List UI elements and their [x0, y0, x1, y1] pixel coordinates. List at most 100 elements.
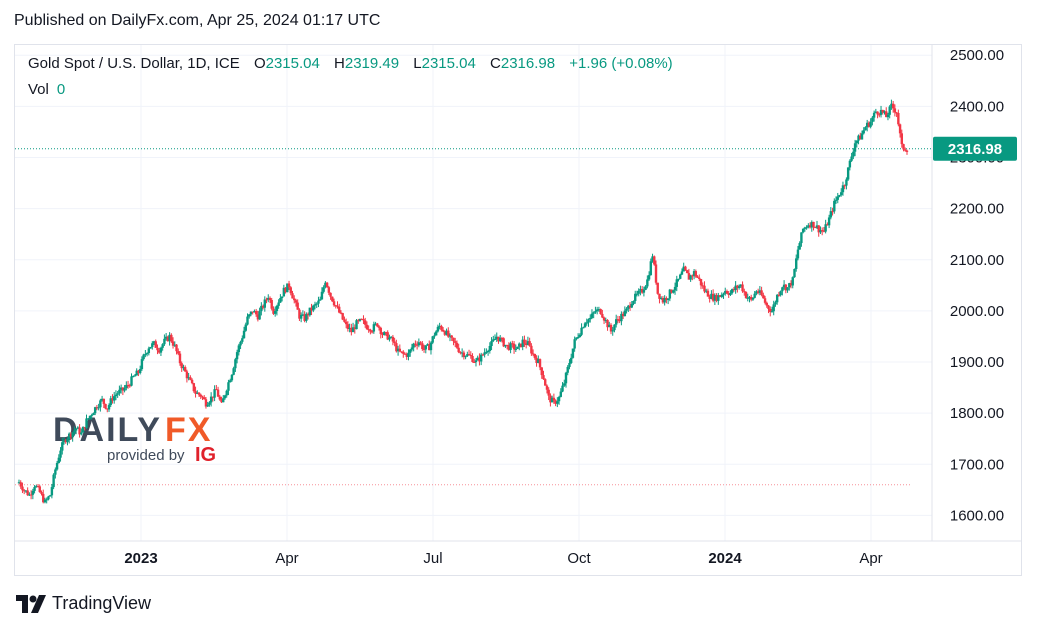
candle-body	[412, 343, 415, 348]
candle-body	[812, 221, 815, 228]
candle-body	[597, 309, 601, 311]
candle-body	[109, 398, 112, 406]
candle-body	[433, 335, 436, 337]
candle-body	[50, 487, 54, 496]
candle-body	[440, 325, 443, 330]
tradingview-logo-icon	[16, 594, 46, 613]
candle-body	[83, 426, 86, 429]
candle-body	[718, 295, 722, 297]
candlestick-series	[17, 99, 909, 504]
candle-body	[175, 344, 178, 352]
candle-body	[353, 327, 357, 330]
tradingview-logo[interactable]: TradingView	[16, 593, 151, 614]
candle-body	[516, 346, 519, 349]
candle-body	[204, 399, 208, 407]
candle-body	[637, 290, 640, 294]
candle-body	[62, 440, 66, 443]
candle-body	[279, 298, 282, 303]
candle-body	[753, 293, 756, 298]
candle-body	[185, 371, 189, 379]
candle-body	[42, 493, 45, 503]
candle-body	[781, 287, 784, 292]
candle-body	[589, 317, 592, 320]
candle-body	[625, 308, 628, 311]
candle-body	[410, 347, 414, 350]
candle-body	[796, 249, 800, 259]
candle-body	[313, 304, 317, 306]
candle-body	[483, 352, 486, 355]
volume-legend[interactable]: Vol 0	[28, 81, 65, 98]
candle-body	[40, 492, 43, 494]
candle-body	[365, 324, 369, 330]
candle-body	[422, 349, 426, 351]
candle-body	[467, 354, 471, 356]
candle-body	[734, 285, 737, 291]
candle-body	[137, 370, 140, 374]
candle-body	[55, 462, 59, 470]
candle-body	[38, 486, 41, 493]
candle-body	[61, 442, 64, 451]
candle-body	[881, 109, 884, 113]
candle-body	[750, 296, 753, 300]
candle-body	[822, 230, 826, 232]
candle-body	[661, 297, 665, 303]
candle-body	[152, 341, 156, 344]
candle-body	[653, 256, 656, 265]
candle-body	[180, 363, 183, 369]
candle-body	[585, 322, 588, 324]
candle-body	[85, 418, 88, 429]
candle-body	[500, 337, 504, 339]
candle-body	[528, 341, 531, 346]
time-axis[interactable]: 2023 Apr Jul Oct 2024 Apr	[124, 550, 882, 567]
candle-body	[867, 122, 871, 127]
candle-body	[289, 287, 292, 294]
candle-body	[66, 439, 69, 443]
candle-body	[782, 284, 786, 288]
candle-body	[102, 398, 106, 404]
candle-body	[523, 339, 526, 344]
candle-body	[559, 391, 563, 397]
candle-body	[720, 294, 723, 297]
price-axis[interactable]: 1600.00 1700.00 1800.00 1900.00 2000.00 2100.…	[950, 47, 1004, 524]
candle-body	[462, 352, 466, 358]
candle-body	[824, 224, 827, 232]
candle-body	[521, 339, 524, 347]
candle-body	[189, 377, 192, 380]
candle-body	[512, 343, 516, 350]
candle-body	[499, 337, 502, 342]
ohlc-legend[interactable]: Gold Spot / U.S. Dollar, 1D, ICE O2315.0…	[28, 55, 673, 72]
candle-body	[178, 353, 182, 364]
candle-body	[248, 314, 251, 317]
candle-body	[168, 334, 171, 342]
candle-body	[627, 305, 630, 309]
candle-body	[379, 327, 382, 335]
candle-body	[403, 353, 407, 355]
candle-body	[594, 311, 597, 313]
candle-body	[840, 192, 843, 195]
candle-body	[322, 287, 325, 292]
candle-body	[216, 389, 220, 397]
candle-body	[28, 494, 31, 496]
candle-body	[391, 336, 395, 342]
price-chart[interactable]: DAILY FX provided by IG 1600.00 1700.00 18…	[15, 45, 1021, 575]
candle-body	[850, 156, 853, 161]
candle-body	[358, 318, 362, 321]
candle-body	[372, 324, 376, 332]
candle-body	[414, 343, 417, 345]
candle-body	[253, 310, 256, 313]
candle-body	[519, 343, 523, 347]
candle-body	[164, 336, 168, 339]
candle-body	[80, 432, 83, 435]
candle-body	[504, 344, 507, 347]
candle-body	[161, 344, 164, 348]
candle-body	[334, 305, 337, 307]
candle-body	[760, 290, 763, 295]
candle-body	[318, 299, 322, 301]
candle-body	[654, 264, 658, 283]
candle-body	[848, 160, 852, 168]
chart-frame[interactable]: DAILY FX provided by IG 1600.00 1700.00 18…	[14, 44, 1022, 576]
candle-body	[121, 387, 125, 391]
candle-body	[203, 397, 206, 400]
candle-body	[644, 286, 647, 290]
candle-body	[170, 334, 173, 342]
